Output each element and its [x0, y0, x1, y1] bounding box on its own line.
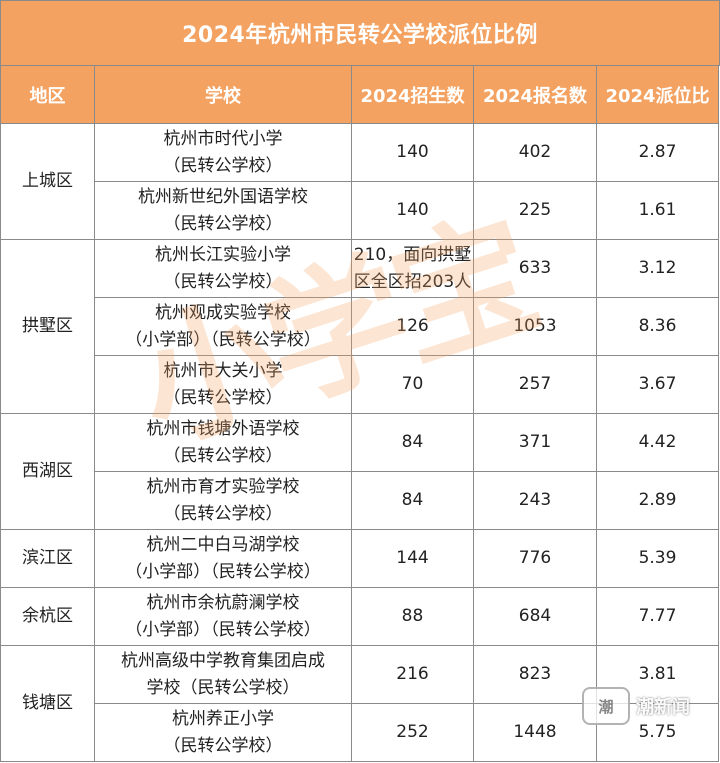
district-cell: 钱塘区 [0, 645, 95, 762]
ratio-cell: 8.36 [596, 297, 719, 356]
school-cell: 杭州市余杭蔚澜学校 （小学部）（民转公学校） [94, 587, 352, 646]
ratio-cell: 2.87 [596, 123, 719, 182]
school-name: 杭州市时代小学 [163, 128, 283, 149]
school-type: （小学部）（民转公学校） [125, 561, 321, 582]
enroll-cell: 84 [351, 413, 474, 472]
ratio-table: 地区 学校 2024招生数 2024报名数 2024派位比 上城区 杭州市时代小… [0, 65, 719, 762]
school-name: 杭州二中白马湖学校 [146, 534, 300, 555]
enroll-note-line: 210，面向拱墅 [353, 244, 472, 265]
table-row: 滨江区 杭州二中白马湖学校 （小学部）（民转公学校） 144 776 5.39 [0, 529, 719, 588]
school-name: 杭州市余杭蔚澜学校 [146, 592, 300, 613]
school-type: （民转公学校） [163, 271, 283, 292]
district-cell: 上城区 [0, 123, 95, 240]
school-name: 杭州养正小学 [172, 708, 274, 729]
header-district: 地区 [0, 65, 95, 124]
applicants-cell: 1053 [473, 297, 597, 356]
school-type: 学校（民转公学校） [146, 677, 300, 698]
school-cell: 杭州高级中学教育集团启成 学校（民转公学校） [94, 645, 352, 704]
school-cell: 杭州观成实验学校 （小学部）（民转公学校） [94, 297, 352, 356]
ratio-cell: 3.81 [596, 645, 719, 704]
school-name: 杭州观成实验学校 [155, 302, 291, 323]
school-cell: 杭州市育才实验学校 （民转公学校） [94, 471, 352, 530]
applicants-cell: 633 [473, 239, 597, 298]
applicants-cell: 684 [473, 587, 597, 646]
school-name: 杭州新世纪外国语学校 [138, 186, 308, 207]
applicants-cell: 402 [473, 123, 597, 182]
ratio-cell: 2.89 [596, 471, 719, 530]
enroll-cell: 70 [351, 355, 474, 414]
district-cell: 西湖区 [0, 413, 95, 530]
table-row: 杭州养正小学 （民转公学校） 252 1448 5.75 [1, 703, 719, 762]
applicants-cell: 823 [473, 645, 597, 704]
applicants-cell: 776 [473, 529, 597, 588]
school-cell: 杭州市钱塘外语学校 （民转公学校） [94, 413, 352, 472]
ratio-cell: 5.75 [596, 703, 719, 762]
table-row: 杭州市大关小学 （民转公学校） 70 257 3.67 [1, 355, 719, 414]
header-ratio: 2024派位比 [596, 65, 719, 124]
ratio-cell: 4.42 [596, 413, 719, 472]
enroll-cell: 88 [351, 587, 474, 646]
school-cell: 杭州二中白马湖学校 （小学部）（民转公学校） [94, 529, 352, 588]
table-row: 钱塘区 杭州高级中学教育集团启成 学校（民转公学校） 216 823 3.81 [0, 645, 719, 762]
school-type: （民转公学校） [163, 155, 283, 176]
enroll-cell: 216 [351, 645, 474, 704]
table-row: 拱墅区 杭州长江实验小学 （民转公学校） 210，面向拱墅 区全区招203人 6… [0, 239, 719, 414]
school-name: 杭州高级中学教育集团启成 [121, 650, 325, 671]
school-cell: 杭州养正小学 （民转公学校） [94, 703, 352, 762]
school-name: 杭州市大关小学 [163, 360, 283, 381]
applicants-cell: 257 [473, 355, 597, 414]
table-row: 余杭区 杭州市余杭蔚澜学校 （小学部）（民转公学校） 88 684 7.77 [0, 587, 719, 646]
table-row: 杭州新世纪外国语学校 （民转公学校） 140 225 1.61 [1, 181, 719, 240]
school-type: （小学部）（民转公学校） [125, 619, 321, 640]
ratio-cell: 3.12 [596, 239, 719, 298]
header-row: 地区 学校 2024招生数 2024报名数 2024派位比 [0, 65, 719, 124]
enroll-note-line: 区全区招203人 [353, 271, 472, 292]
applicants-cell: 371 [473, 413, 597, 472]
enroll-cell: 210，面向拱墅 区全区招203人 [351, 239, 474, 298]
ratio-cell: 5.39 [596, 529, 719, 588]
table-row: 西湖区 杭州市钱塘外语学校 （民转公学校） 84 371 4.42 [0, 413, 719, 530]
school-type: （小学部）（民转公学校） [125, 329, 321, 350]
district-cell: 拱墅区 [0, 239, 95, 414]
table-title: 2024年杭州市民转公学校派位比例 [0, 0, 720, 66]
school-name: 杭州市钱塘外语学校 [146, 418, 300, 439]
enroll-cell: 140 [351, 181, 474, 240]
school-cell: 杭州市时代小学 （民转公学校） [94, 123, 352, 182]
school-type: （民转公学校） [163, 387, 283, 408]
ratio-cell: 7.77 [596, 587, 719, 646]
school-cell: 杭州市大关小学 （民转公学校） [94, 355, 352, 414]
header-enroll: 2024招生数 [351, 65, 474, 124]
enroll-cell: 144 [351, 529, 474, 588]
school-type: （民转公学校） [163, 213, 283, 234]
header-applicants: 2024报名数 [473, 65, 597, 124]
school-cell: 杭州新世纪外国语学校 （民转公学校） [94, 181, 352, 240]
district-cell: 余杭区 [0, 587, 95, 646]
table-row: 上城区 杭州市时代小学 （民转公学校） 140 402 2.87 [0, 123, 719, 240]
school-type: （民转公学校） [163, 503, 283, 524]
table-row: 杭州观成实验学校 （小学部）（民转公学校） 126 1053 8.36 [1, 297, 719, 356]
enroll-cell: 126 [351, 297, 474, 356]
school-name: 杭州长江实验小学 [155, 244, 291, 265]
enroll-cell: 140 [351, 123, 474, 182]
table-row: 杭州市育才实验学校 （民转公学校） 84 243 2.89 [1, 471, 719, 530]
applicants-cell: 243 [473, 471, 597, 530]
ratio-cell: 1.61 [596, 181, 719, 240]
school-name: 杭州市育才实验学校 [146, 476, 300, 497]
header-school: 学校 [94, 65, 352, 124]
school-cell: 杭州长江实验小学 （民转公学校） [94, 239, 352, 298]
enroll-cell: 252 [351, 703, 474, 762]
district-cell: 滨江区 [0, 529, 95, 588]
applicants-cell: 1448 [473, 703, 597, 762]
school-type: （民转公学校） [163, 445, 283, 466]
ratio-cell: 3.67 [596, 355, 719, 414]
school-type: （民转公学校） [163, 735, 283, 756]
applicants-cell: 225 [473, 181, 597, 240]
enroll-cell: 84 [351, 471, 474, 530]
